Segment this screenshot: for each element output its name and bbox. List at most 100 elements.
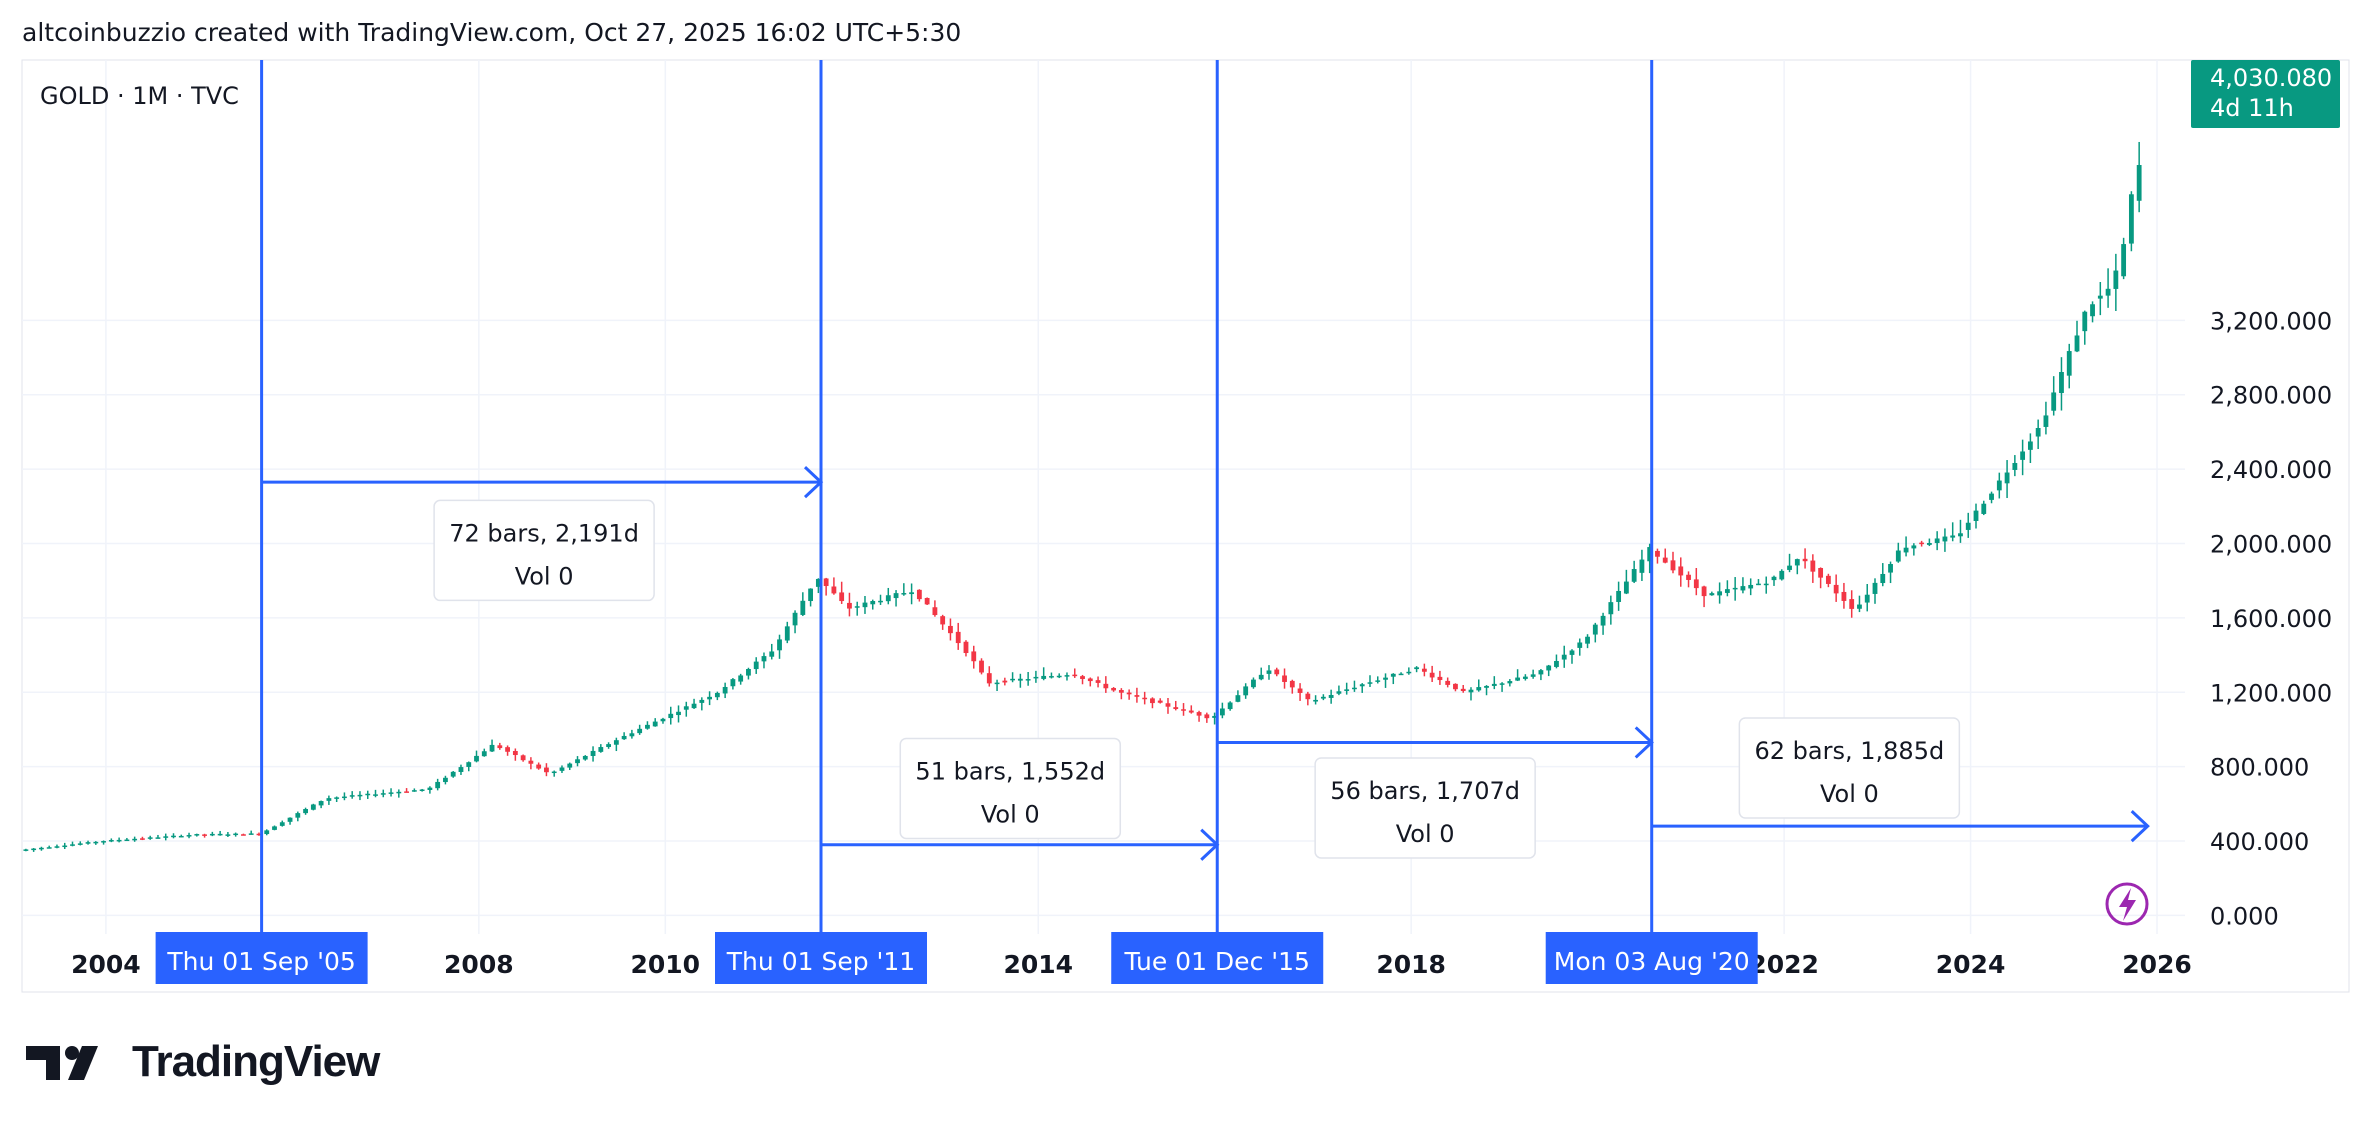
candle-body — [1849, 599, 1855, 609]
candle-body — [248, 833, 254, 835]
candle-body — [590, 750, 596, 756]
date-marker-badges: Thu 01 Sep '05 Thu 01 Sep '11 Tue 01 Dec '… — [155, 932, 1758, 984]
candle-body — [1600, 615, 1606, 626]
candle-body — [1383, 677, 1388, 680]
candle-body — [1297, 688, 1303, 693]
candle-body — [1243, 686, 1249, 696]
candle-body — [738, 675, 744, 682]
candle-body — [544, 767, 549, 773]
candle-body — [1647, 547, 1653, 562]
gold-monthly-chart[interactable]: 72 bars, 2,191d Vol 0 51 bars, 1,552d Vol 0… — [0, 0, 2371, 1000]
candle-body — [784, 626, 790, 641]
candle-body — [1880, 573, 1886, 584]
candle-body — [194, 834, 200, 836]
candle-body — [1212, 715, 1218, 718]
candle-body — [823, 578, 829, 587]
price-axis[interactable]: 0.000 400.000 800.000 1,200.000 1,600.000 2,0… — [2210, 307, 2332, 930]
candle-body — [1056, 675, 1062, 678]
time-tick-label: 2008 — [444, 950, 514, 979]
candle-body — [1204, 714, 1210, 719]
candle-body — [101, 841, 106, 843]
candle-body — [279, 822, 285, 826]
range-vol-text: Vol 0 — [1396, 820, 1455, 848]
chart-header: altcoinbuzzio created with TradingView.c… — [22, 18, 962, 47]
last-price-value: 4,030.080 — [2210, 64, 2332, 92]
range-arrow-head — [2130, 810, 2150, 843]
candle-body — [1344, 689, 1350, 691]
candle-body — [1857, 604, 1862, 609]
candle-body — [1064, 675, 1070, 677]
candle-body — [497, 745, 503, 749]
date-marker-label: Mon 03 Aug '20 — [1554, 947, 1750, 976]
candle-body — [660, 718, 666, 722]
candle-body — [2105, 288, 2111, 296]
candle-body — [1010, 678, 1016, 681]
price-tick-label: 1,600.000 — [2210, 605, 2332, 633]
candle-body — [1763, 583, 1769, 586]
candle-body — [357, 794, 363, 797]
candle-body — [108, 840, 114, 842]
candle-body — [318, 801, 324, 806]
candle-body — [85, 842, 91, 844]
candle-body — [730, 679, 736, 687]
candle-body — [1118, 690, 1124, 693]
candle-body — [466, 762, 472, 767]
candle-body — [979, 660, 984, 673]
candle-body — [334, 797, 340, 799]
candle-body — [2074, 335, 2080, 352]
candle-body — [1717, 591, 1723, 596]
candle-body — [1950, 535, 1956, 538]
candle-body — [722, 686, 728, 694]
candle-body — [1608, 602, 1614, 615]
candle-body — [1072, 674, 1078, 677]
candle-body — [707, 696, 713, 700]
range-bars-text: 51 bars, 1,552d — [915, 757, 1105, 785]
candle-body — [1864, 594, 1870, 603]
candle-body — [1476, 687, 1482, 691]
date-marker-lines[interactable] — [260, 60, 1654, 935]
candle-body — [909, 592, 915, 595]
tradingview-logo[interactable]: TradingView — [26, 1032, 380, 1092]
candle-body — [1981, 503, 1987, 514]
candle-body — [948, 625, 953, 634]
candle-body — [699, 699, 705, 703]
candle-body — [1872, 582, 1878, 594]
candle-body — [1693, 579, 1699, 589]
candle-body — [186, 835, 192, 837]
candle-body — [800, 600, 806, 615]
candle-body — [1825, 575, 1831, 584]
candle-body — [1888, 564, 1893, 573]
candle-body — [1631, 569, 1637, 582]
date-range-arrows[interactable] — [261, 466, 2150, 861]
candle-body — [2027, 441, 2033, 450]
candle-body — [1134, 695, 1140, 697]
candle-body — [963, 641, 969, 654]
time-axis[interactable]: 2004 2008 2010 2014 2018 2022 2024 2026 — [71, 950, 2192, 979]
bar-countdown: 4d 11h — [2210, 94, 2294, 122]
price-tick-label: 2,400.000 — [2210, 456, 2332, 484]
date-marker-label: Thu 01 Sep '05 — [166, 947, 355, 976]
candle-body — [2082, 311, 2088, 332]
candle-body — [1157, 700, 1163, 703]
candle-body — [2004, 472, 2010, 484]
candle-body — [1515, 677, 1521, 681]
candle-body — [1445, 680, 1451, 685]
candle-body — [77, 843, 83, 845]
candle-body — [839, 592, 845, 602]
candle-body — [202, 834, 207, 836]
candle-body — [683, 706, 689, 710]
candle-body — [93, 841, 99, 844]
candle-body — [1258, 674, 1264, 680]
lightning-icon[interactable] — [2105, 882, 2149, 926]
candle-body — [885, 595, 891, 602]
candle-body — [2097, 295, 2103, 299]
candle-body — [1592, 624, 1598, 635]
candle-body — [1841, 591, 1847, 601]
candle-body — [1126, 692, 1132, 695]
range-info-box — [433, 499, 655, 602]
candle-body — [808, 588, 814, 602]
candle-body — [1165, 703, 1171, 707]
candlestick-series — [23, 141, 2142, 852]
candle-body — [1794, 559, 1800, 566]
candle-body — [761, 656, 767, 662]
